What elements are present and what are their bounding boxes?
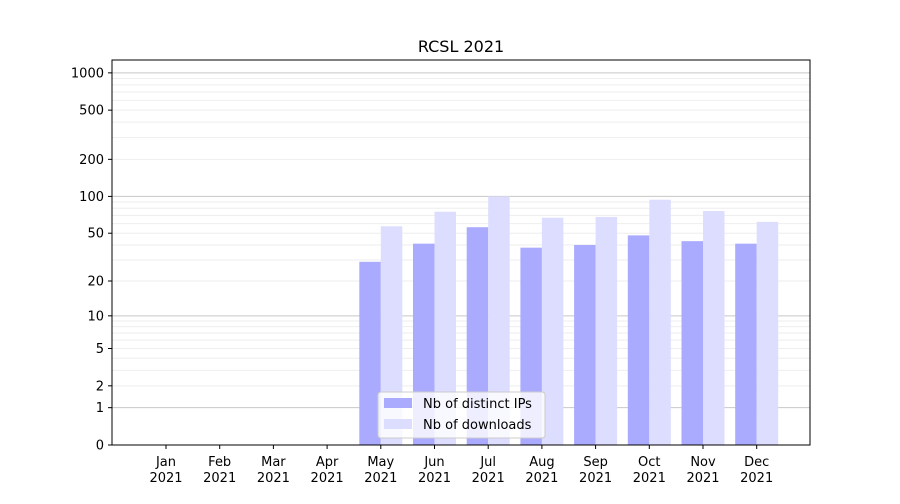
bar-distinct-ips [735, 243, 757, 445]
bar-downloads [595, 216, 618, 445]
x-tick-label: Jan 2021 [149, 455, 182, 486]
x-tick-label: Apr 2021 [311, 455, 344, 486]
grid [112, 72, 810, 409]
legend: Nb of distinct IPs Nb of downloads [377, 391, 546, 439]
bars [359, 196, 779, 445]
bar-distinct-ips [627, 235, 650, 445]
y-tick-label: 500 [79, 104, 104, 119]
x-tick-label: Jul 2021 [472, 455, 505, 486]
y-tick-label: 20 [87, 275, 104, 290]
y-tick-label: 1000 [71, 66, 104, 81]
legend-box [377, 391, 546, 439]
chart-title: RCSL 2021 [418, 37, 504, 56]
x-tick-label: Mar 2021 [257, 455, 290, 486]
x-tick-label: Sep 2021 [579, 455, 612, 486]
x-tick-label: Oct 2021 [633, 455, 666, 486]
legend-swatch [384, 419, 412, 429]
legend-swatch [384, 398, 412, 408]
y-tick-label: 0 [96, 439, 104, 454]
y-tick-label: 1 [96, 401, 104, 416]
x-tick-label: Aug 2021 [525, 455, 558, 486]
bar-downloads [541, 217, 564, 445]
bar-downloads [434, 211, 456, 445]
plot-frame [111, 59, 811, 446]
bar-downloads [649, 199, 671, 445]
bar-distinct-ips [681, 241, 703, 445]
y-tick-label: 100 [79, 190, 104, 205]
y-tick-label: 5 [96, 342, 104, 357]
bar-distinct-ips [466, 227, 489, 445]
bar-distinct-ips [574, 244, 596, 445]
legend-label: Nb of distinct IPs [423, 397, 532, 412]
bar-downloads [380, 226, 403, 445]
legend-label: Nb of downloads [423, 418, 532, 433]
x-tick-label: Nov 2021 [686, 455, 719, 486]
y-tick-label: 2 [96, 379, 104, 394]
x-axis: Jan 2021 Feb 2021 Mar 2021 Apr 2021 May 2021 Jun 20… [149, 445, 773, 486]
y-axis: 0 1 2 5 10 20 50 100 200 500 1000 [71, 66, 112, 454]
y-tick-label: 200 [79, 153, 104, 168]
y-tick-label: 10 [87, 309, 104, 324]
bar-downloads [488, 196, 510, 445]
y-tick-label: 50 [87, 227, 104, 242]
x-tick-label: Jun 2021 [418, 455, 451, 486]
x-tick-label: Dec 2021 [740, 455, 773, 486]
bar-downloads [756, 221, 779, 445]
bar-downloads [703, 211, 725, 445]
x-tick-label: Feb 2021 [203, 455, 236, 486]
x-tick-label: May 2021 [364, 455, 397, 486]
bar-distinct-ips [359, 261, 381, 445]
